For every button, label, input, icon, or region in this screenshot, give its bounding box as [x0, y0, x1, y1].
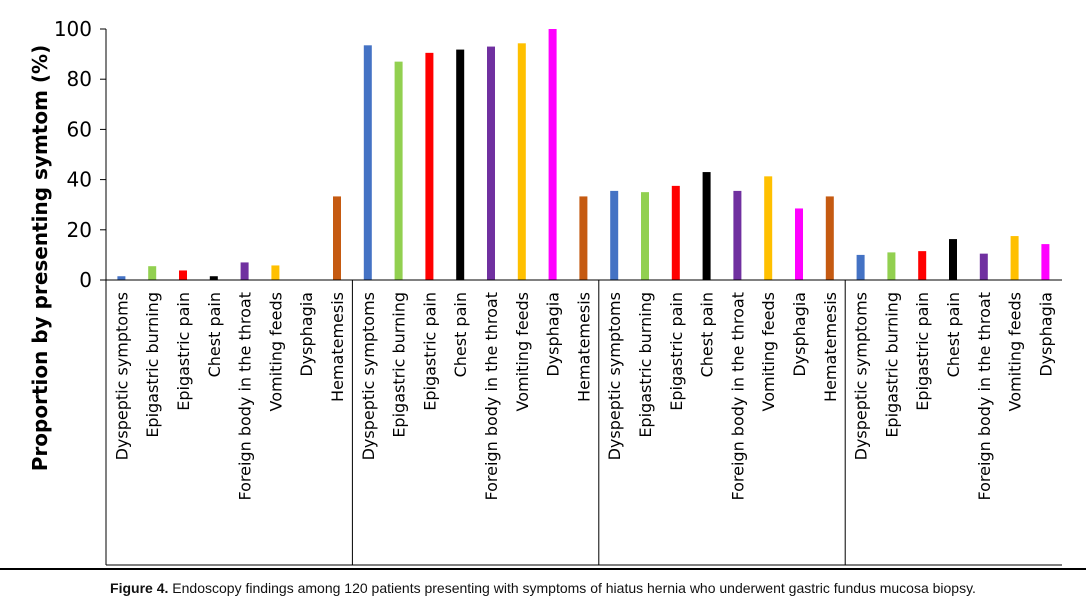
caption-divider: [0, 568, 1086, 570]
x-category-label: Epigastric burning: [390, 292, 409, 438]
x-category-label: Chest pain: [451, 292, 470, 377]
x-category-label: Epigastric burning: [882, 292, 901, 438]
bar-vomiting-feeds: [764, 176, 773, 280]
bar-hematemesis: [333, 196, 341, 280]
bar-dysphagia: [1041, 244, 1050, 280]
x-category-label: Foreign body in the throat: [975, 292, 994, 501]
x-category-label: Dysphagia: [1036, 292, 1055, 377]
x-category-label: Foreign body in the throat: [236, 292, 255, 501]
figure-caption-text: Endoscopy findings among 120 patients pr…: [168, 580, 976, 596]
bar-chest-pain: [456, 49, 465, 280]
bar-epigastric-burning: [394, 61, 403, 280]
bars: [117, 29, 1050, 280]
y-tick-label: 40: [67, 168, 92, 192]
bar-dyspeptic-symptoms: [363, 45, 372, 280]
bar-epigastric-burning: [641, 192, 649, 280]
bar-dysphagia: [795, 208, 803, 280]
bar-chart: Proportion by presenting symtom (%) 0 20 4…: [28, 17, 1062, 566]
y-tick-label: 100: [54, 17, 92, 41]
bar-chest-pain: [702, 172, 711, 280]
bar-dyspeptic-symptoms: [117, 276, 126, 280]
x-category-label: Foreign body in the throat: [482, 292, 501, 501]
bar-dyspeptic-symptoms: [610, 190, 619, 280]
x-category-label: Vomiting feeds: [513, 292, 532, 411]
x-category-label: Epigastric pain: [913, 292, 932, 411]
x-category-label: Chest pain: [205, 292, 224, 377]
bar-hematemesis: [579, 196, 588, 280]
x-category-label: Dyspeptic symptoms: [112, 292, 131, 460]
x-category-label: Foreign body in the throat: [728, 292, 747, 501]
figure-caption-label: Figure 4.: [110, 580, 169, 596]
bar-chest-pain: [949, 239, 957, 280]
bar-epigastric-pain: [179, 270, 187, 280]
x-category-label: Epigastric burning: [636, 292, 655, 438]
y-tick-label: 80: [67, 67, 92, 91]
x-category-label: Chest pain: [698, 292, 717, 377]
x-axis: Dyspeptic symptoms Epigastric burning Epig…: [105, 279, 1062, 566]
bar-vomiting-feeds: [517, 43, 526, 280]
x-category-label: Hematemesis: [328, 292, 347, 402]
bar-foreign-body-in-the-throat: [733, 190, 742, 280]
x-category-label: Epigastric burning: [143, 292, 162, 438]
x-category-label: Epigastric pain: [420, 292, 439, 411]
bar-foreign-body-in-the-throat: [240, 262, 249, 280]
x-category-label: Epigastric pain: [667, 292, 686, 411]
x-category-label: Epigastric pain: [174, 292, 193, 411]
bar-vomiting-feeds: [271, 265, 280, 280]
y-axis-title: Proportion by presenting symtom (%): [28, 45, 52, 471]
x-category-label: Vomiting feeds: [1006, 292, 1025, 411]
y-axis: 0 20 40 60 80 100: [54, 17, 107, 292]
x-category-label: Vomiting feeds: [266, 292, 285, 411]
bar-chest-pain: [209, 276, 218, 280]
y-tick-label: 0: [79, 268, 92, 292]
x-category-label: Dyspeptic symptoms: [605, 292, 624, 460]
x-category-label: Dysphagia: [544, 292, 563, 377]
x-category-label: Hematemesis: [821, 292, 840, 402]
bar-hematemesis: [825, 196, 834, 280]
bar-vomiting-feeds: [1010, 236, 1019, 280]
x-category-label: Vomiting feeds: [759, 292, 778, 411]
y-tick-label: 60: [67, 117, 92, 141]
bar-foreign-body-in-the-throat: [487, 46, 495, 280]
y-tick-label: 20: [67, 218, 92, 242]
figure-caption: Figure 4. Endoscopy findings among 120 p…: [0, 580, 1086, 596]
x-category-label: Hematemesis: [574, 292, 593, 402]
x-category-label: Chest pain: [944, 292, 963, 377]
bar-dysphagia: [548, 29, 557, 280]
bar-epigastric-burning: [887, 252, 896, 280]
bar-epigastric-pain: [918, 251, 927, 280]
bar-dyspeptic-symptoms: [856, 254, 865, 280]
x-category-label: Dysphagia: [297, 292, 316, 377]
x-category-label: Dyspeptic symptoms: [852, 292, 871, 460]
x-category-label: Dyspeptic symptoms: [359, 292, 378, 460]
bar-chart-figure: Proportion by presenting symtom (%) 0 20 4…: [28, 17, 1062, 566]
bar-epigastric-pain: [671, 185, 680, 280]
bar-epigastric-pain: [425, 52, 434, 280]
bar-epigastric-burning: [148, 266, 157, 280]
bar-foreign-body-in-the-throat: [979, 253, 988, 280]
x-category-label: Dysphagia: [790, 292, 809, 377]
